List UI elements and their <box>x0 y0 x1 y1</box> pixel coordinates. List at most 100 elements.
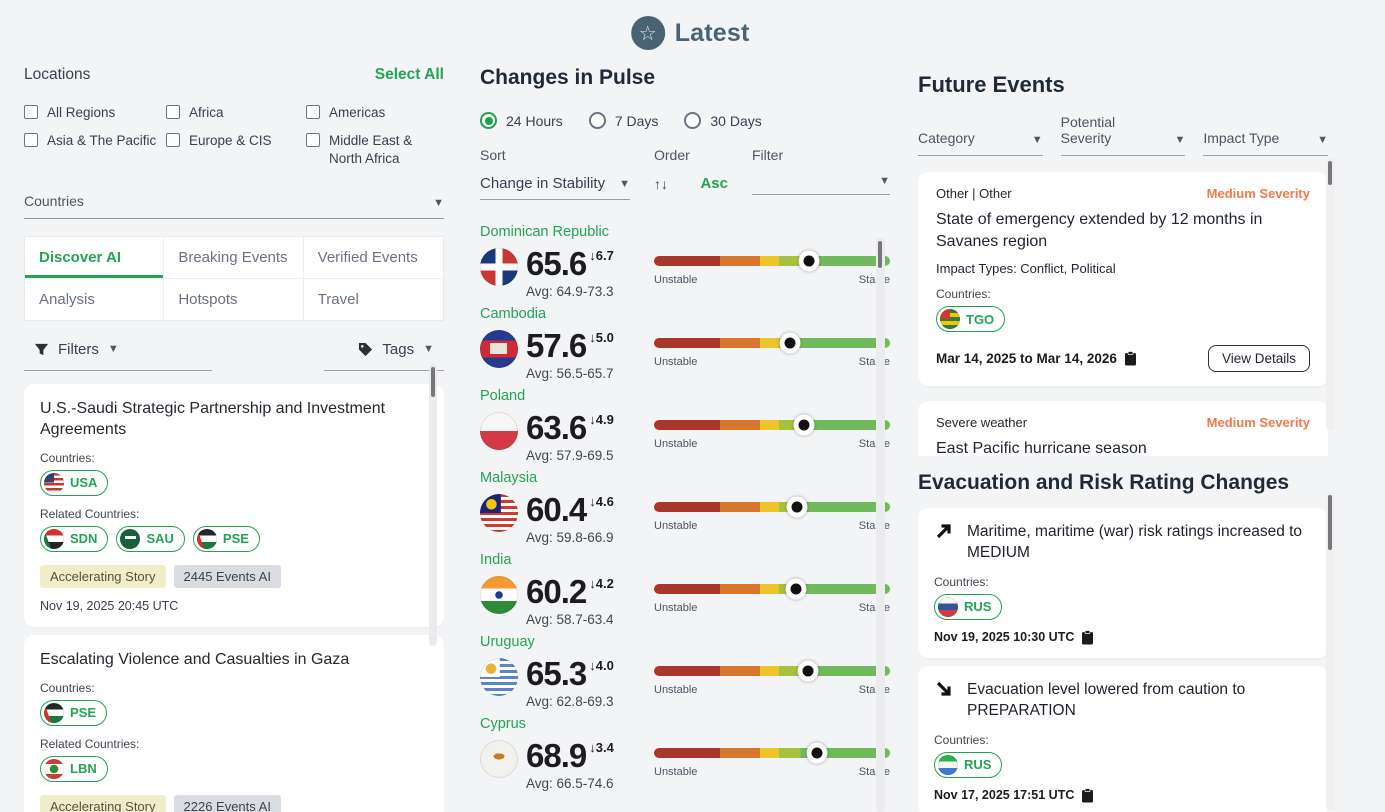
checkbox-mena[interactable]: Middle East & North Africa <box>306 132 444 168</box>
country-pill-pse[interactable]: PSE <box>192 525 260 552</box>
order-toggle[interactable]: ↑↓ Asc <box>654 175 728 192</box>
pulse-entry[interactable]: India 60.2 ↓4.2 Avg: 58.7-63.4 Unstable St… <box>480 552 890 627</box>
filters-dropdown[interactable]: Filters ▼ <box>24 341 212 371</box>
pulse-entry[interactable]: Malaysia 60.4 ↓4.6 Avg: 59.8-66.9 Unstabl… <box>480 470 890 545</box>
stable-label: Stable <box>858 520 890 532</box>
checkbox-icon[interactable] <box>24 105 38 119</box>
chevron-down-icon: ▼ <box>1317 134 1329 146</box>
radio-30-days[interactable]: 30 Days <box>684 112 762 129</box>
category-select[interactable]: Category ▼ <box>918 114 1043 156</box>
pulse-entry[interactable]: Cambodia 57.6 ↓5.0 Avg: 56.5-65.7 Unstabl… <box>480 306 890 381</box>
checkbox-icon[interactable] <box>306 105 320 119</box>
sort-select[interactable]: Change in Stability ▼ <box>480 175 630 200</box>
radio-7-days[interactable]: 7 Days <box>588 112 658 129</box>
radio-icon[interactable] <box>684 112 702 129</box>
countries-select[interactable]: Countries ▼ <box>24 193 444 219</box>
pulse-entry[interactable]: Cyprus 68.9 ↓3.4 Avg: 66.5-74.6 Unstable S… <box>480 716 890 791</box>
future-event-card[interactable]: Other | Other Medium Severity State of e… <box>918 172 1328 387</box>
pulse-scrollbar-thumb[interactable] <box>878 241 882 268</box>
checkbox-icon[interactable] <box>306 133 320 148</box>
tab-travel[interactable]: Travel <box>303 278 443 320</box>
stability-score: 60.2 <box>526 573 587 610</box>
radio-24-hours[interactable]: 24 Hours <box>480 112 563 129</box>
impact-type-select[interactable]: Impact Type ▼ <box>1203 114 1329 156</box>
evacuation-scrollbar-track[interactable] <box>1326 492 1335 810</box>
evacuation-card[interactable]: Evacuation level lowered from caution to… <box>918 665 1328 812</box>
future-event-card[interactable]: Severe weather Medium Severity East Paci… <box>918 401 1328 456</box>
clipboard-icon[interactable] <box>1124 351 1137 366</box>
stability-marker <box>793 414 815 436</box>
stability-marker <box>806 742 828 764</box>
chevron-down-icon: ▼ <box>619 177 630 190</box>
event-impact-types: Impact Types: Conflict, Political <box>936 261 1116 277</box>
tab-hotspots[interactable]: Hotspots <box>164 278 304 320</box>
pulse-country: Cambodia <box>480 306 547 322</box>
country-pill-lbn[interactable]: LBN <box>40 755 108 782</box>
pse-flag-icon <box>44 702 64 723</box>
checkbox-europe-cis[interactable]: Europe & CIS <box>166 132 306 168</box>
clipboard-icon[interactable] <box>1081 629 1094 645</box>
app-title: Latest <box>674 18 750 47</box>
stability-marker <box>798 250 820 272</box>
future-events-scrollbar-thumb[interactable] <box>1328 161 1332 185</box>
stories-scrollbar-track[interactable] <box>429 364 437 646</box>
pulse-country: Malaysia <box>480 470 538 486</box>
tab-discover-ai[interactable]: Discover AI <box>25 236 165 279</box>
evacuation-scrollbar-thumb[interactable] <box>1328 495 1332 550</box>
checkbox-all-regions[interactable]: All Regions <box>24 104 166 122</box>
arrow-down-right-icon <box>934 679 954 699</box>
clipboard-icon[interactable] <box>1081 787 1094 803</box>
country-pill-rus[interactable]: RUS <box>934 593 1003 620</box>
score-delta-down: ↓4.2 <box>589 576 614 591</box>
filter-select[interactable]: ▼ <box>752 175 890 195</box>
stability-marker <box>779 332 801 354</box>
checkbox-icon[interactable] <box>166 105 180 119</box>
pulse-entry[interactable]: Uruguay 65.3 ↓4.0 Avg: 62.8-69.3 Unstable… <box>480 634 890 709</box>
country-pill-rus[interactable]: RUS <box>934 751 1003 778</box>
checkbox-asia-pacific[interactable]: Asia & The Pacific <box>24 132 166 168</box>
story-title: Escalating Violence and Casualties in Ga… <box>40 650 350 668</box>
tags-dropdown[interactable]: Tags ▼ <box>324 341 444 371</box>
pulse-scrollbar-track[interactable] <box>876 238 885 812</box>
unstable-label: Unstable <box>654 520 698 532</box>
arrow-up-right-icon <box>934 521 954 541</box>
stability-marker <box>785 578 807 600</box>
select-all-link[interactable]: Select All <box>374 66 444 83</box>
cyp-flag-icon <box>480 740 518 778</box>
tab-verified-events[interactable]: Verified Events <box>303 236 443 279</box>
unstable-label: Unstable <box>654 438 698 450</box>
pulse-entry[interactable]: Poland 63.6 ↓4.9 Avg: 57.9-69.5 Unstable S… <box>480 388 890 463</box>
radio-icon[interactable] <box>588 112 606 129</box>
checkbox-icon[interactable] <box>166 133 180 148</box>
event-dates: Mar 14, 2025 to Mar 14, 2026 <box>936 351 1137 366</box>
country-pill-sdn[interactable]: SDN <box>40 525 109 552</box>
checkbox-americas[interactable]: Americas <box>306 104 444 122</box>
country-pill-pse[interactable]: PSE <box>40 699 108 726</box>
pulse-country: Cyprus <box>480 716 526 732</box>
pulse-entry[interactable]: Dominican Republic 65.6 ↓6.7 Avg: 64.9-73… <box>480 224 890 299</box>
score-avg-range: Avg: 56.5-65.7 <box>526 366 614 381</box>
score-delta-down: ↓6.7 <box>589 248 614 263</box>
pulse-country: Dominican Republic <box>480 224 609 240</box>
checkbox-icon[interactable] <box>24 133 38 148</box>
country-pill-tgo[interactable]: TGO <box>936 306 1006 333</box>
radio-selected-icon[interactable] <box>480 112 497 129</box>
score-avg-range: Avg: 64.9-73.3 <box>526 284 614 299</box>
story-card[interactable]: Escalating Violence and Casualties in Ga… <box>24 634 444 812</box>
stability-gradient-bar <box>654 660 890 682</box>
stories-scrollbar-thumb[interactable] <box>431 367 435 397</box>
country-pill-usa[interactable]: USA <box>40 469 109 496</box>
tab-breaking-events[interactable]: Breaking Events <box>164 236 304 279</box>
evacuation-card[interactable]: Maritime, maritime (war) risk ratings in… <box>918 508 1328 658</box>
checkbox-africa[interactable]: Africa <box>166 104 306 122</box>
tab-analysis[interactable]: Analysis <box>25 278 165 320</box>
sau-flag-icon <box>120 528 141 549</box>
country-pill-sau[interactable]: SAU <box>116 525 185 552</box>
story-card[interactable]: U.S.-Saudi Strategic Partnership and Inv… <box>24 383 444 627</box>
potential-severity-select[interactable]: Potential Severity ▼ <box>1060 114 1186 156</box>
stability-score: 60.4 <box>526 491 587 528</box>
view-details-button[interactable]: View Details <box>1207 345 1310 373</box>
future-events-scrollbar-track[interactable] <box>1326 158 1335 430</box>
event-category: Severe weather <box>936 415 1028 431</box>
stable-label: Stable <box>858 684 890 696</box>
